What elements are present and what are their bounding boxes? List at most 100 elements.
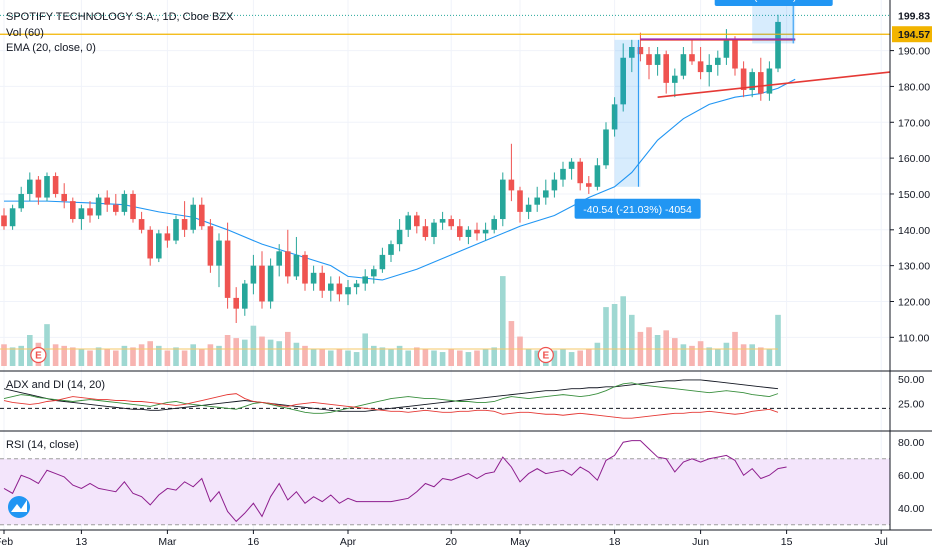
- axis-labels: 110.00 120.00 130.00 140.00 150.00 160.00 170.…: [0, 7, 932, 548]
- candle-body: [199, 204, 205, 227]
- volume-bar: [629, 314, 635, 366]
- volume-bar: [216, 345, 222, 366]
- rsi-tick-label: 40.00: [898, 503, 924, 515]
- candle-body: [27, 179, 33, 194]
- volume-bar: [70, 347, 76, 366]
- candle-body: [138, 219, 145, 230]
- candle-body: [61, 193, 67, 202]
- time-tick-label: 20: [445, 536, 457, 548]
- volume-bar: [508, 321, 515, 366]
- candle-body: [405, 215, 411, 230]
- volume-bar: [448, 348, 454, 366]
- trendline: [657, 71, 890, 98]
- last-price-tag: 199.83: [898, 10, 930, 22]
- rsi-line: [3, 440, 787, 523]
- candle-body: [319, 272, 325, 291]
- volume-bar: [164, 350, 171, 366]
- volume-bar: [362, 333, 368, 366]
- candle-body: [130, 193, 136, 220]
- candle-body: [577, 161, 583, 184]
- rsi-band: [0, 458, 890, 526]
- volume-bar: [414, 347, 420, 366]
- candle-body: [9, 208, 16, 227]
- rsi-tick-label: 60.00: [898, 470, 924, 482]
- volume-bar: [620, 296, 626, 366]
- volume-bar: [422, 348, 429, 366]
- measure-range-box: [752, 4, 796, 44]
- candle-body: [52, 176, 59, 194]
- candle-body: [78, 208, 85, 220]
- volume-bar: [396, 345, 403, 366]
- indicator-lines: [0, 78, 890, 523]
- volume-bar: [121, 345, 128, 366]
- time-tick-label: 13: [76, 536, 88, 548]
- candle-body: [388, 244, 394, 255]
- measure-label-box: [574, 198, 701, 219]
- candle-body: [104, 197, 110, 205]
- earnings-marker: [30, 346, 47, 364]
- volume-bar: [302, 345, 308, 366]
- candle-body: [517, 190, 523, 212]
- candle-body: [491, 219, 497, 230]
- candle-body: [1, 215, 7, 227]
- volume-bar: [439, 352, 446, 366]
- candle-body: [706, 64, 712, 73]
- candle-body: [431, 222, 437, 237]
- candle-body: [345, 287, 351, 295]
- price-tick-label: 170.00: [898, 117, 930, 129]
- price-tick-label: 130.00: [898, 261, 930, 273]
- rsi-tick-label: 80.00: [898, 437, 924, 449]
- level-price-tag-bg: [892, 26, 932, 43]
- axes: [0, 0, 932, 531]
- overlays: -40.54 (-21.03%) -4054 40.05 (20.74%) 400…: [0, 0, 890, 219]
- candle-body: [310, 272, 317, 284]
- adx-legend: ADX and DI (14, 20): [6, 379, 105, 391]
- volume-bar: [586, 348, 592, 366]
- candle-body: [766, 68, 773, 94]
- price-tick-label: 160.00: [898, 153, 930, 165]
- time-tick-label: May: [510, 536, 531, 548]
- volume-bar: [242, 339, 248, 366]
- volume-bar: [310, 348, 317, 366]
- candle-body: [637, 47, 644, 55]
- volume-bar: [336, 348, 343, 366]
- candle-body: [190, 204, 196, 230]
- candle-body: [285, 251, 291, 277]
- candle-body: [603, 129, 609, 166]
- candle-body: [147, 229, 153, 259]
- tradingview-logo[interactable]: [8, 496, 30, 518]
- candle-body: [663, 54, 669, 83]
- candle-body: [586, 183, 592, 187]
- candles[interactable]: [1, 14, 781, 323]
- adx-tick-label: 50.00: [898, 374, 924, 386]
- volume-bar: [87, 350, 93, 366]
- candle-body: [353, 283, 360, 288]
- time-tick-label: 18: [609, 536, 621, 548]
- earnings-marker-label: E: [35, 351, 42, 362]
- volume-bar: [44, 324, 50, 366]
- volume-bar: [276, 341, 282, 366]
- candle-body: [723, 39, 730, 58]
- candle-body: [414, 215, 420, 227]
- candle-body: [740, 68, 747, 91]
- volume-bar: [663, 330, 669, 366]
- candle-body: [465, 229, 472, 237]
- time-tick-label: Jun: [692, 536, 709, 548]
- price-tick-label: 110.00: [898, 332, 929, 344]
- earnings-marker-label: E: [542, 351, 549, 362]
- time-tick-label: 16: [248, 536, 260, 548]
- volume-bar: [388, 348, 394, 366]
- volume-bar: [156, 345, 162, 366]
- volume-bar: [689, 345, 695, 366]
- time-tick-label: Apr: [340, 536, 357, 548]
- candle-body: [44, 176, 50, 198]
- candle-body: [87, 208, 93, 216]
- volume-bar: [611, 304, 618, 366]
- candle-body: [508, 179, 515, 191]
- candle-body: [654, 54, 661, 65]
- ema-legend: EMA (20, close, 0): [6, 42, 96, 54]
- candle-body: [500, 179, 506, 220]
- candle-body: [242, 283, 248, 309]
